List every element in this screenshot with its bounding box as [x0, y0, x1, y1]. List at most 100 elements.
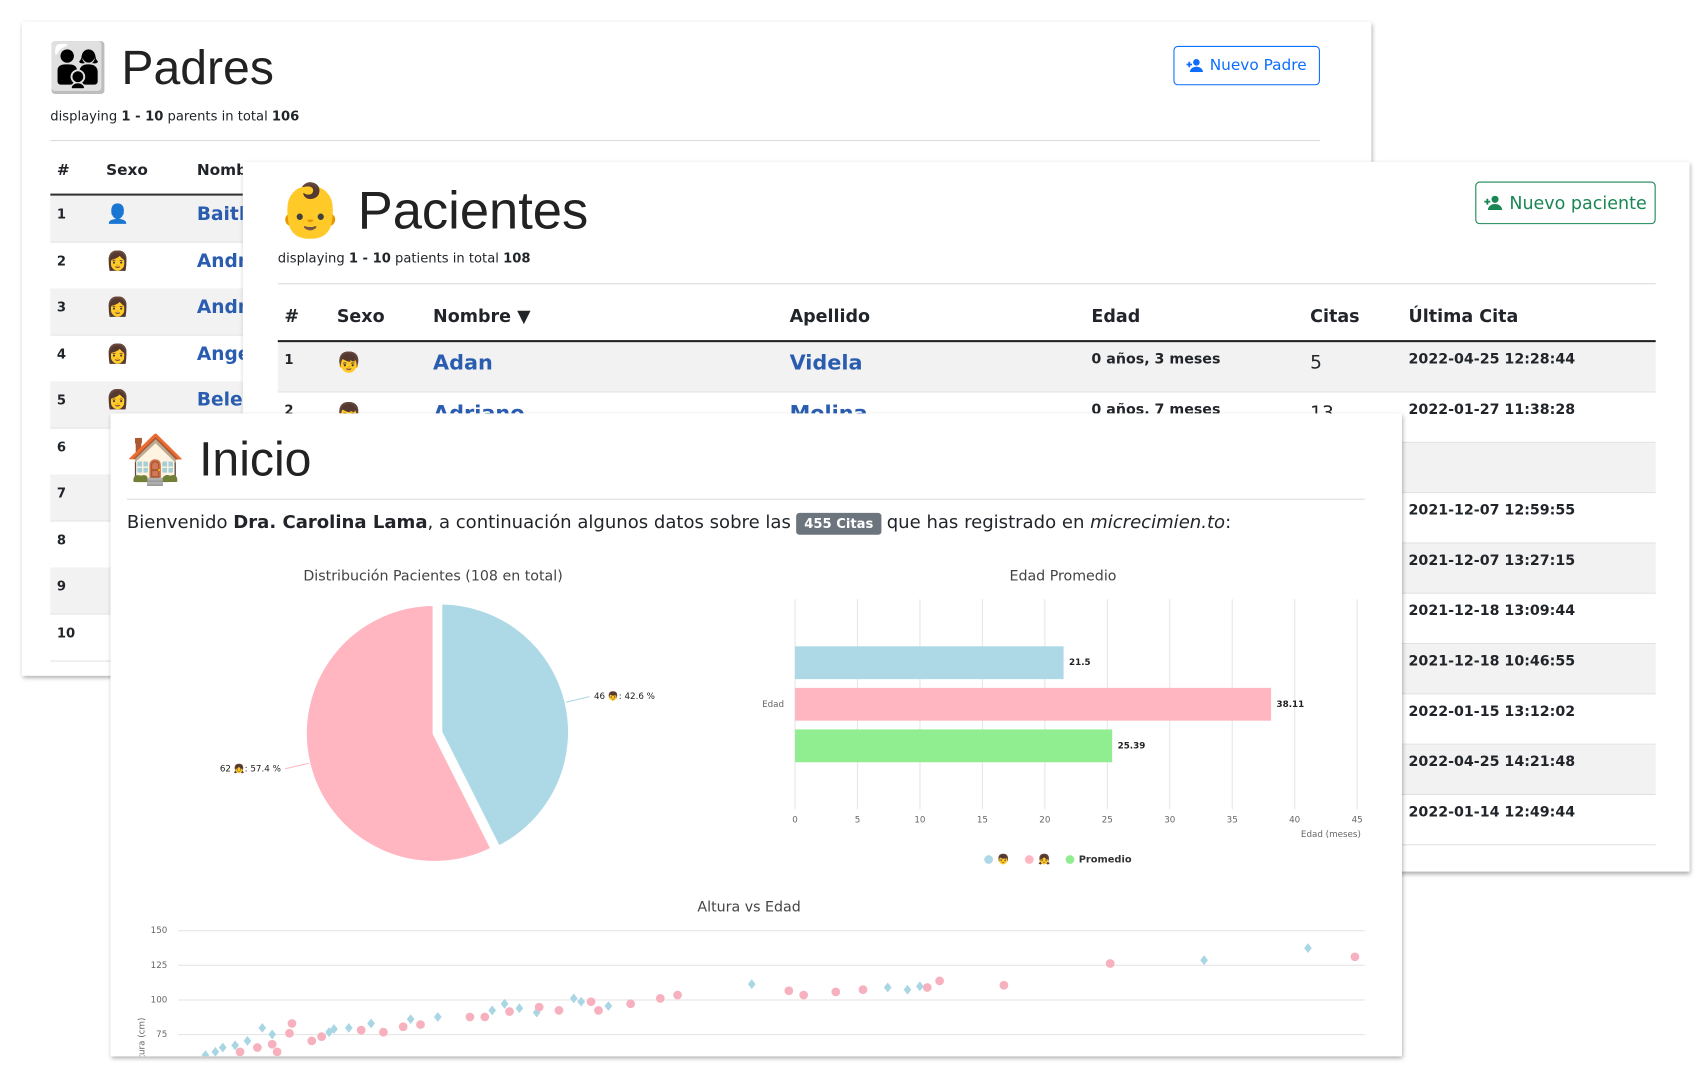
- inicio-panel: 🏠 Inicio Bienvenido Dra. Carolina Lama, …: [110, 413, 1402, 1057]
- scatter-point: [1200, 955, 1208, 966]
- table-header: Nombre ▼: [433, 305, 531, 327]
- scatter-point: [356, 1025, 366, 1035]
- x-tick-label: 15: [977, 816, 988, 826]
- total: 108: [503, 250, 531, 266]
- data-label: 38.11: [1277, 700, 1305, 710]
- scatter-point: [307, 1036, 317, 1046]
- scatter-point: [1350, 952, 1360, 962]
- y-tick-label: 125: [151, 961, 168, 971]
- legend-marker: [1024, 855, 1034, 864]
- bar: [795, 729, 1113, 763]
- table-cell: 2: [284, 402, 294, 418]
- x-tick-label: 35: [1227, 816, 1238, 826]
- chart-title: Altura vs Edad: [697, 900, 800, 916]
- divider: [277, 283, 1656, 285]
- table-cell: 2022-01-27 11:38:28: [1408, 401, 1576, 419]
- new-button[interactable]: Nuevo paciente: [1475, 181, 1656, 225]
- x-tick-label: 5: [855, 816, 861, 826]
- welcome-text: Bienvenido Dra. Carolina Lama, a continu…: [127, 512, 1231, 535]
- button-label: Nuevo Padre: [1209, 56, 1307, 75]
- scatter-point: [626, 999, 635, 1009]
- scatter-point: [406, 1014, 415, 1025]
- table-cell: 👩: [106, 296, 130, 319]
- table-cell: 4: [56, 346, 67, 362]
- title-icon: 👨‍👩‍👦: [48, 41, 109, 96]
- table-cell: 2021-12-07 12:59:55: [1408, 502, 1576, 519]
- scatter-point: [330, 1024, 338, 1034]
- pie-slice: [303, 602, 495, 865]
- scatter-point: [465, 1012, 475, 1022]
- scatter-point: [500, 998, 509, 1009]
- table-header: Última Cita: [1408, 305, 1519, 327]
- table-cell: 1: [56, 206, 67, 222]
- scatter-point: [488, 1005, 497, 1016]
- scatter-point: [252, 1043, 262, 1052]
- bar: [795, 687, 1272, 721]
- scatter-point: [784, 986, 794, 996]
- table-header: Apellido: [789, 305, 871, 327]
- table-cell: 5: [56, 392, 67, 408]
- name-link[interactable]: Belen: [196, 389, 256, 412]
- x-tick-label: 0: [792, 816, 798, 826]
- title-icon: 👶: [277, 182, 344, 241]
- scatter-point: [554, 1006, 564, 1015]
- badge: 455 Citas: [796, 512, 881, 535]
- scatter-point: [515, 1003, 524, 1014]
- name-link[interactable]: Adan: [433, 351, 493, 376]
- table-cell: 9: [56, 578, 67, 594]
- text: displaying: [50, 108, 118, 124]
- scatter-point: [379, 1027, 388, 1037]
- header-rule: [277, 340, 1656, 343]
- table-cell: 2: [56, 253, 67, 269]
- scatter-point: [268, 1029, 277, 1040]
- table-header: #: [56, 161, 70, 180]
- table-cell: 👩: [106, 389, 130, 412]
- scatter-point: [577, 996, 586, 1007]
- scatter-point: [235, 1047, 245, 1057]
- data-label: 21.5: [1069, 658, 1091, 668]
- data-label: 62 👧: 57.4 %: [220, 763, 281, 774]
- scatter-point: [317, 1032, 327, 1041]
- y-tick-label: 75: [156, 1030, 167, 1040]
- subtitle: displaying 1 - 10 patients in total 108: [278, 250, 531, 265]
- y-tick-label: 150: [151, 926, 168, 936]
- pie-slice: [438, 601, 572, 850]
- scatter-point: [569, 993, 578, 1004]
- icon: [1484, 195, 1503, 210]
- table-cell: 8: [56, 532, 67, 548]
- x-tick-label: 45: [1352, 816, 1363, 826]
- scatter-point: [398, 1022, 408, 1032]
- title-text: Inicio: [199, 433, 312, 487]
- x-tick-label: 20: [1039, 816, 1050, 826]
- new-button[interactable]: Nuevo Padre: [1173, 45, 1320, 86]
- scatter-point: [367, 1018, 375, 1029]
- name-link[interactable]: Baith: [196, 203, 253, 226]
- scatter-point: [480, 1012, 490, 1022]
- table-cell: 5: [1310, 352, 1322, 375]
- x-tick-label: 40: [1289, 816, 1300, 826]
- table-cell: 2021-12-18 10:46:55: [1408, 653, 1576, 670]
- divider: [50, 139, 1320, 142]
- scatter-point: [258, 1022, 267, 1033]
- table-cell: 👩: [106, 342, 130, 365]
- y-tick-label: Edad: [762, 700, 784, 710]
- legend-label: Promedio: [1079, 855, 1132, 866]
- scatter-point: [858, 985, 868, 995]
- x-axis-label: Edad (meses): [1301, 830, 1361, 840]
- table-header: Sexo: [106, 161, 148, 180]
- scatter-point: [935, 976, 944, 986]
- scatter-point: [285, 1028, 294, 1038]
- table-header: Citas: [1310, 305, 1360, 327]
- table-cell: 2021-12-07 13:27:15: [1408, 552, 1576, 570]
- name-link[interactable]: Andr: [196, 296, 247, 319]
- name-link[interactable]: Andr: [196, 249, 247, 272]
- icon: [1186, 59, 1204, 73]
- x-tick-label: 25: [1102, 816, 1113, 826]
- scatter-point: [799, 990, 809, 1000]
- name-link[interactable]: Videla: [789, 351, 863, 376]
- title-text: Padres: [121, 41, 274, 96]
- name-link[interactable]: Ange: [196, 342, 251, 365]
- page-title: 👨‍👩‍👦 Padres: [48, 39, 274, 96]
- scatter-point: [655, 994, 665, 1003]
